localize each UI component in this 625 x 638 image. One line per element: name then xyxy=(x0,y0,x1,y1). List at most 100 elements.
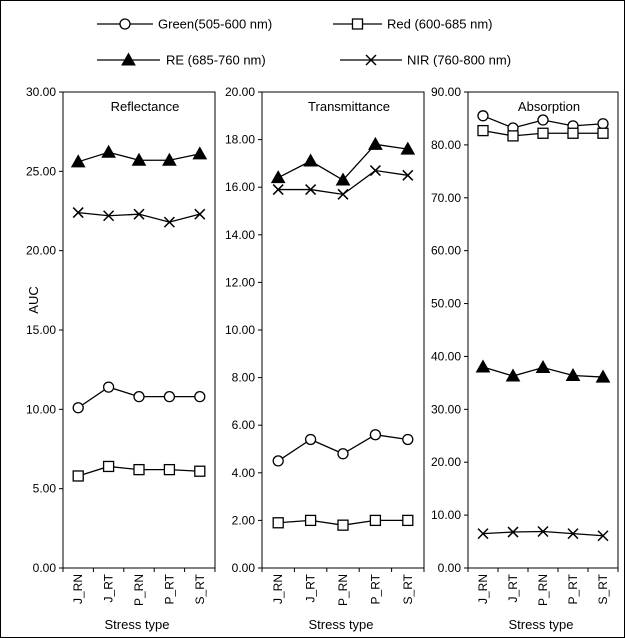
data-point-circle-open xyxy=(102,381,115,393)
x-tick-label: J_RN xyxy=(476,574,490,604)
panel-reflectance: 0.00 5.00 10.00 15.00 20.00 25.00 30.00 J_RN J_R… xyxy=(26,85,216,632)
y-tick-label: 90.00 xyxy=(431,85,461,99)
panel-transmittance: 0.00 2.00 4.00 6.00 8.00 10.00 12.00 14.00 16.00… xyxy=(225,85,425,632)
y-tick-label: 25.00 xyxy=(26,164,56,178)
series-red-600-685-nm xyxy=(477,124,609,142)
x-tick-label: S_RT xyxy=(193,573,207,604)
data-point-x-cross xyxy=(163,216,175,228)
y-tick-label: 0.00 xyxy=(438,561,462,575)
x-tick-label: J_RN xyxy=(271,574,285,604)
data-point-circle-open xyxy=(477,110,489,122)
y-tick-label: 5.00 xyxy=(33,482,57,496)
y-tick-label: 10.00 xyxy=(431,508,461,522)
x-tick-label: P_RN xyxy=(132,574,146,606)
panel-title: Absorption xyxy=(518,99,580,114)
x-tick-label: P_RN xyxy=(536,574,550,606)
data-point-circle-open xyxy=(304,433,317,446)
y-tick-label: 20.00 xyxy=(431,455,461,469)
y-tick-label: 18.00 xyxy=(225,133,255,147)
data-point-triangle-filled xyxy=(70,154,86,168)
data-point-square-open xyxy=(194,465,206,477)
y-tick-label: 50.00 xyxy=(431,297,461,311)
data-point-square-open xyxy=(402,514,414,527)
y-tick-label: 14.00 xyxy=(225,228,255,242)
y-tick-label: 16.00 xyxy=(225,180,255,194)
y-tick-label: 2.00 xyxy=(232,513,256,527)
data-point-circle-open xyxy=(163,390,176,403)
y-axis-title: AUC xyxy=(26,286,41,313)
series-re-685-760-nm xyxy=(475,359,611,383)
y-tick-label: 6.00 xyxy=(232,418,256,432)
data-point-circle-open xyxy=(537,114,549,126)
y-tick-label: 8.00 xyxy=(232,371,256,385)
data-point-x-cross xyxy=(337,188,349,200)
data-point-triangle-filled xyxy=(131,152,147,166)
data-point-square-open xyxy=(477,124,489,137)
data-point-x-cross xyxy=(477,528,489,540)
chart-panels: 0.00 5.00 10.00 15.00 20.00 25.00 30.00 J_RN J_R… xyxy=(26,85,619,632)
y-tick-label: 20.00 xyxy=(26,244,56,258)
x-tick-label: S_RT xyxy=(401,573,415,604)
legend-item-nir-760-800-nm: NIR (760-800 nm) xyxy=(340,53,511,68)
x-tick-label: J_RT xyxy=(304,573,318,602)
data-point-triangle-filled xyxy=(162,152,177,166)
series-green-505-600-nm xyxy=(72,381,206,414)
data-point-x-cross xyxy=(103,210,115,222)
x-axis-title: Stress type xyxy=(308,617,373,632)
data-point-circle-open xyxy=(194,390,206,403)
data-point-triangle-filled xyxy=(505,368,521,382)
data-point-x-cross xyxy=(133,208,145,220)
data-point-x-cross xyxy=(272,184,284,196)
data-point-circle-open xyxy=(597,118,609,130)
panel-title: Reflectance xyxy=(111,99,180,114)
data-point-triangle-filled xyxy=(565,367,581,381)
data-point-square-open xyxy=(337,519,349,531)
legend-marker-x-cross xyxy=(365,54,377,66)
data-point-circle-open xyxy=(272,455,284,467)
y-tick-label: 4.00 xyxy=(232,466,256,480)
x-tick-label: J_RT xyxy=(506,573,520,602)
plot-area xyxy=(467,91,619,569)
data-point-triangle-filled xyxy=(400,141,416,155)
data-point-triangle-filled xyxy=(192,146,208,160)
legend-label: RE (685-760 nm) xyxy=(166,53,266,68)
series-nir-760-800-nm xyxy=(477,525,609,542)
y-tick-label: 0.00 xyxy=(33,561,57,575)
y-tick-label: 10.00 xyxy=(225,323,255,337)
legend: Green(505-600 nm) Red (600-685 nm) RE (685… xyxy=(97,17,511,68)
data-point-square-open xyxy=(597,127,609,139)
series-re-685-760-nm xyxy=(70,144,208,168)
data-point-x-cross xyxy=(305,184,317,196)
y-tick-label: 30.00 xyxy=(26,85,56,99)
y-tick-label: 20.00 xyxy=(225,85,255,99)
y-tick-label: 10.00 xyxy=(26,402,56,416)
series-nir-760-800-nm xyxy=(272,165,414,200)
data-point-x-cross xyxy=(507,526,519,538)
data-point-circle-open xyxy=(133,390,145,403)
legend-label: Green(505-600 nm) xyxy=(158,17,272,32)
data-point-square-open xyxy=(163,463,176,476)
series-red-600-685-nm xyxy=(272,514,414,531)
data-point-square-open xyxy=(567,127,579,139)
data-point-square-open xyxy=(133,463,145,476)
legend-marker-square-open xyxy=(351,18,364,30)
data-point-square-open xyxy=(272,517,284,529)
data-point-triangle-filled xyxy=(475,359,491,373)
data-point-circle-open xyxy=(72,402,84,414)
y-tick-label: 0.00 xyxy=(232,561,256,575)
data-point-triangle-filled xyxy=(535,360,551,374)
data-point-x-cross xyxy=(369,165,381,177)
x-tick-label: P_RT xyxy=(368,573,382,604)
x-tick-label: S_RT xyxy=(596,573,610,604)
series-red-600-685-nm xyxy=(72,460,206,482)
data-point-triangle-filled xyxy=(368,136,383,150)
series-green-505-600-nm xyxy=(272,429,414,467)
series-nir-760-800-nm xyxy=(72,207,206,228)
legend-item-green-505-600-nm: Green(505-600 nm) xyxy=(97,17,272,32)
y-tick-label: 15.00 xyxy=(26,323,56,337)
data-point-triangle-filled xyxy=(101,144,116,158)
data-point-x-cross xyxy=(194,208,206,220)
data-point-triangle-filled xyxy=(595,369,611,383)
